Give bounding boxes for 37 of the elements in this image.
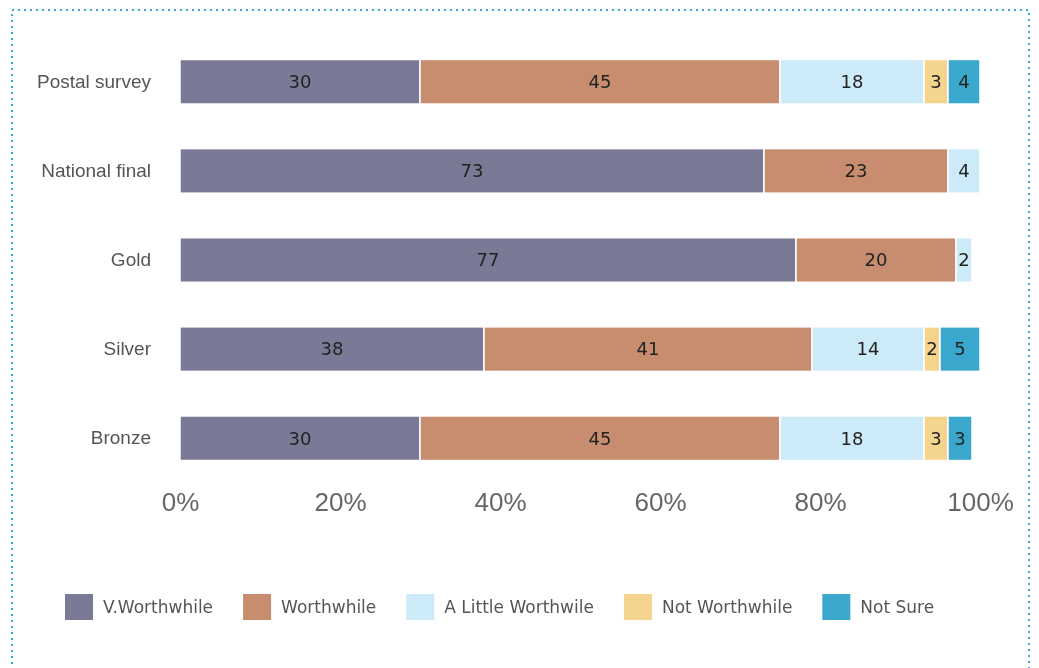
data-label: 18 xyxy=(840,427,864,449)
y-tick-label: Postal survey xyxy=(36,70,152,92)
data-label: 45 xyxy=(588,427,612,449)
data-label: 45 xyxy=(588,71,612,93)
x-tick-label: 80% xyxy=(794,487,847,518)
data-label: 3 xyxy=(954,427,966,449)
y-tick-label: Gold xyxy=(110,249,151,271)
data-label: 4 xyxy=(958,71,970,93)
data-label: 38 xyxy=(320,338,344,360)
legend-label: V.Worthwhile xyxy=(103,596,214,617)
data-label: 2 xyxy=(926,338,938,360)
data-label: 4 xyxy=(958,160,970,182)
data-label: 73 xyxy=(460,160,484,182)
legend-label: A Little Worthwile xyxy=(444,596,594,617)
x-tick-label: 100% xyxy=(947,487,1014,518)
legend-label: Not Worthwhile xyxy=(661,596,793,617)
data-label: 18 xyxy=(840,71,864,93)
data-label: 5 xyxy=(954,338,966,360)
x-tick-label: 20% xyxy=(314,487,367,518)
y-tick-label: Bronze xyxy=(90,427,151,449)
data-label: 20 xyxy=(864,249,888,271)
y-tick-label: National final xyxy=(41,159,151,181)
x-tick-label: 60% xyxy=(634,487,687,518)
data-label: 2 xyxy=(958,249,970,271)
data-label: 30 xyxy=(288,71,312,93)
legend-label: Worthwhile xyxy=(281,596,377,617)
legend-label: Not Sure xyxy=(860,596,935,617)
data-label: 30 xyxy=(288,427,312,449)
data-label: 3 xyxy=(930,71,942,93)
data-label: 14 xyxy=(856,338,880,360)
x-tick-label: 40% xyxy=(474,487,527,518)
x-tick-label: 0% xyxy=(161,487,200,518)
data-label: 3 xyxy=(930,427,942,449)
y-tick-label: Silver xyxy=(103,338,152,360)
data-label: 41 xyxy=(636,338,660,360)
data-label: 77 xyxy=(476,249,500,271)
data-label: 23 xyxy=(844,160,868,182)
